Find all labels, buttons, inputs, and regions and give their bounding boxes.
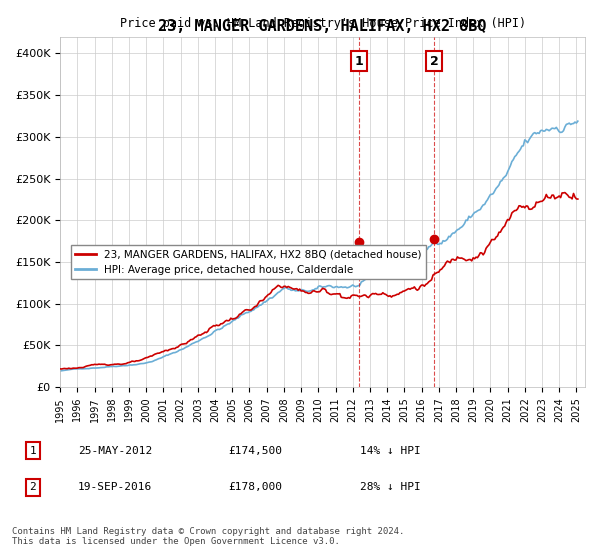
Text: £174,500: £174,500 xyxy=(228,446,282,456)
Text: 1: 1 xyxy=(29,446,37,456)
Text: Contains HM Land Registry data © Crown copyright and database right 2024.
This d: Contains HM Land Registry data © Crown c… xyxy=(12,526,404,546)
Text: 2: 2 xyxy=(430,55,439,68)
Legend: 23, MANGER GARDENS, HALIFAX, HX2 8BQ (detached house), HPI: Average price, detac: 23, MANGER GARDENS, HALIFAX, HX2 8BQ (de… xyxy=(71,245,425,279)
Text: Price paid vs. HM Land Registry's House Price Index (HPI): Price paid vs. HM Land Registry's House … xyxy=(119,17,526,30)
Title: 23, MANGER GARDENS, HALIFAX, HX2 8BQ: 23, MANGER GARDENS, HALIFAX, HX2 8BQ xyxy=(158,19,487,34)
Text: 14% ↓ HPI: 14% ↓ HPI xyxy=(360,446,421,456)
Text: 25-MAY-2012: 25-MAY-2012 xyxy=(78,446,152,456)
Text: 1: 1 xyxy=(355,55,364,68)
Text: 2: 2 xyxy=(29,482,37,492)
Text: 19-SEP-2016: 19-SEP-2016 xyxy=(78,482,152,492)
Text: £178,000: £178,000 xyxy=(228,482,282,492)
Text: 28% ↓ HPI: 28% ↓ HPI xyxy=(360,482,421,492)
